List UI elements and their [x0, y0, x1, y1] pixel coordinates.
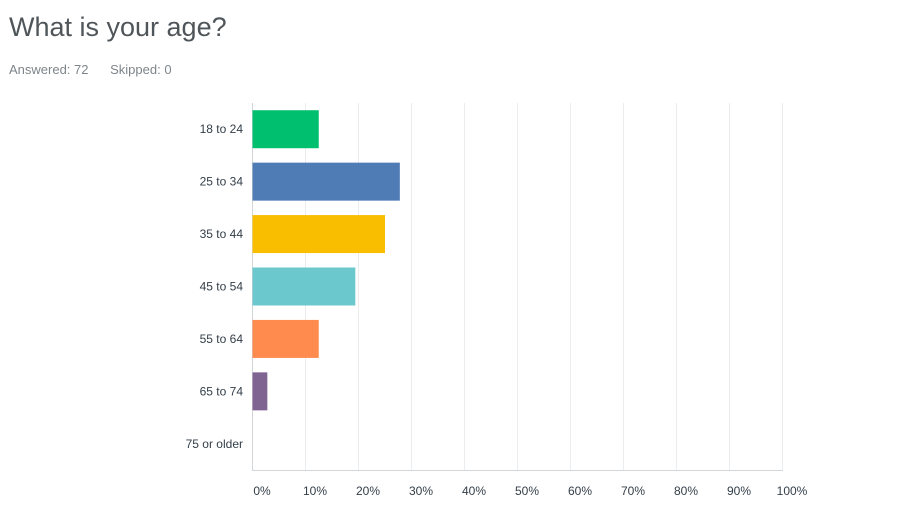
bar-45-to-54[interactable]	[252, 267, 356, 306]
category-labels: 18 to 24 25 to 34 35 to 44 45 to 54 55 to 64…	[186, 122, 244, 451]
bars	[252, 110, 400, 411]
category-label: 18 to 24	[200, 122, 244, 136]
bar-18-to-24[interactable]	[252, 110, 319, 149]
tick-label-40: 40%	[462, 484, 486, 498]
bar-25-to-34[interactable]	[252, 162, 400, 201]
answered-count: Answered: 72	[9, 62, 89, 77]
category-label: 65 to 74	[200, 384, 244, 398]
tick-label-80: 80%	[674, 484, 698, 498]
bar-55-to-64[interactable]	[252, 319, 319, 358]
response-stats: Answered: 72 Skipped: 0	[9, 62, 172, 77]
tick-label-20: 20%	[356, 484, 380, 498]
tick-label-0: 0%	[253, 484, 271, 498]
tick-label-60: 60%	[568, 484, 592, 498]
tick-label-30: 30%	[409, 484, 433, 498]
grid-lines	[252, 103, 783, 470]
bar-65-to-74[interactable]	[252, 372, 268, 411]
category-label: 55 to 64	[200, 332, 244, 346]
category-label: 35 to 44	[200, 227, 244, 241]
category-label: 75 or older	[186, 437, 243, 451]
tick-label-50: 50%	[515, 484, 539, 498]
tick-label-70: 70%	[621, 484, 645, 498]
tick-label-100: 100%	[777, 484, 808, 498]
bar-35-to-44[interactable]	[252, 215, 386, 254]
tick-label-10: 10%	[303, 484, 327, 498]
category-label: 45 to 54	[200, 280, 244, 294]
skipped-count: Skipped: 0	[110, 62, 172, 77]
question-title: What is your age?	[9, 12, 227, 42]
category-label: 25 to 34	[200, 175, 244, 189]
tick-label-90: 90%	[727, 484, 751, 498]
tick-labels: 0% 10% 20% 30% 40% 50% 60% 70% 80% 90% 100%	[253, 484, 807, 498]
